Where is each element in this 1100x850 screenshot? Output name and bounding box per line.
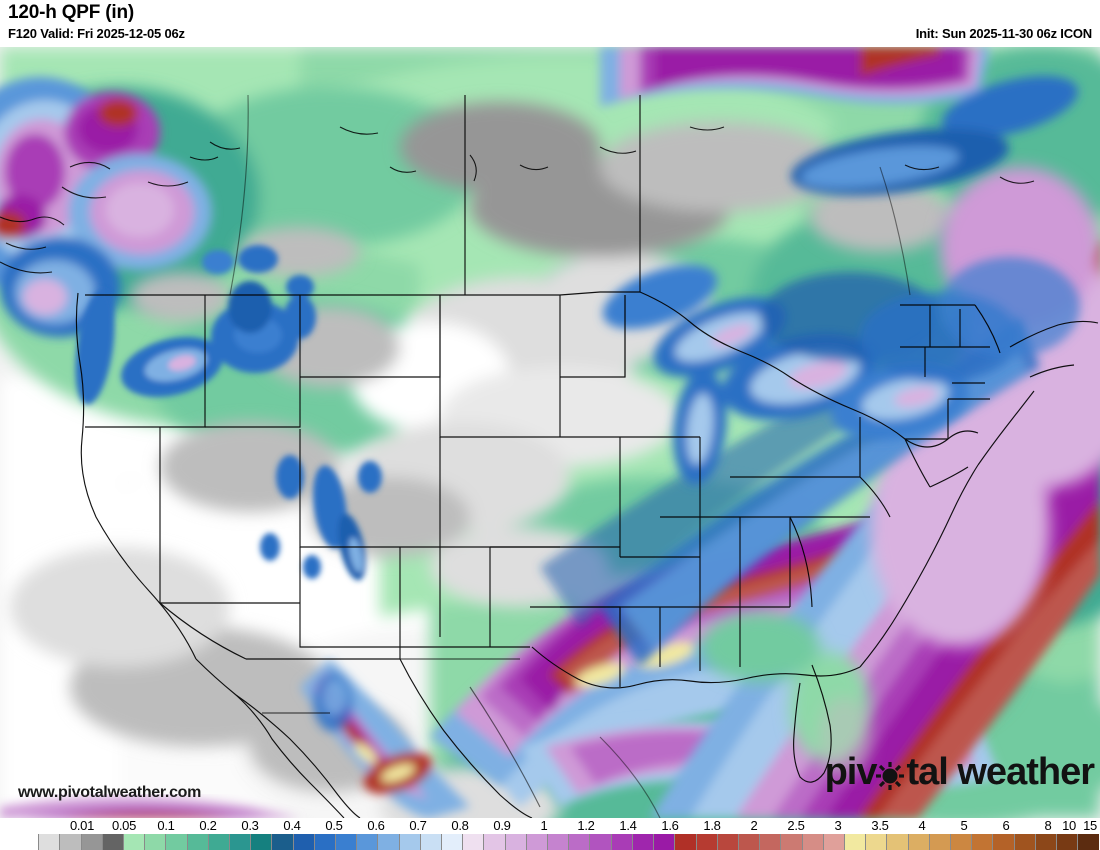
colorbar-swatch[interactable] — [187, 834, 209, 850]
colorbar-swatch[interactable] — [378, 834, 400, 850]
colorbar-swatch[interactable] — [548, 834, 570, 850]
colorbar-swatch[interactable] — [696, 834, 718, 850]
colorbar-swatch[interactable] — [654, 834, 676, 850]
colorbar-swatch[interactable] — [738, 834, 761, 850]
colorbar-swatch[interactable] — [230, 834, 252, 850]
colorbar-swatch[interactable] — [420, 834, 443, 850]
colorbar-swatch[interactable] — [950, 834, 973, 850]
colorbar-swatch[interactable] — [442, 834, 464, 850]
colorbar-tick-label: 0.5 — [325, 818, 343, 833]
colorbar-tick-label: 0.3 — [241, 818, 259, 833]
colorbar-swatch[interactable] — [823, 834, 845, 850]
colorbar-swatch[interactable] — [102, 834, 125, 850]
colorbar-swatch[interactable] — [336, 834, 358, 850]
colorbar-tick-label: 6 — [1002, 818, 1010, 833]
colorbar-swatch[interactable] — [1035, 834, 1057, 850]
colorbar-tick-label: 3.5 — [871, 818, 889, 833]
colorbar-swatch[interactable] — [124, 834, 146, 850]
colorbar-tick-label: 1.6 — [661, 818, 679, 833]
colorbar[interactable]: 0.01 0.05 0.1 0.2 0.3 0.4 0.5 0.6 0.7 0.8 0.9 1 1.2 1… — [0, 818, 1100, 850]
colorbar-tick-label: 0.9 — [493, 818, 511, 833]
colorbar-tick-label: 0.8 — [451, 818, 469, 833]
colorbar-tick-label: 1 — [540, 818, 548, 833]
colorbar-swatch[interactable] — [908, 834, 930, 850]
colorbar-swatch[interactable] — [272, 834, 294, 850]
colorbar-swatch[interactable] — [760, 834, 782, 850]
colorbar-swatch[interactable] — [1014, 834, 1036, 850]
colorbar-tick-label: 1.4 — [619, 818, 637, 833]
colorbar-swatch[interactable] — [18, 834, 40, 850]
colorbar-swatch[interactable] — [314, 834, 337, 850]
political-borders — [75, 94, 1099, 818]
colorbar-tick-label: 2.5 — [787, 818, 805, 833]
colorbar-swatch[interactable] — [39, 834, 61, 850]
colorbar-tick-label: 2 — [750, 818, 758, 833]
page-title: 120-h QPF (in) — [8, 2, 134, 23]
colorbar-tick-label: 8 — [1044, 818, 1052, 833]
colorbar-tick-label: 3 — [834, 818, 842, 833]
colorbar-swatch[interactable] — [1078, 834, 1100, 850]
valid-time-label: F120 Valid: Fri 2025-12-05 06z — [8, 26, 185, 41]
colorbar-swatch[interactable] — [929, 834, 951, 850]
colorbar-tick-label: 0.2 — [199, 818, 217, 833]
colorbar-swatch[interactable] — [887, 834, 909, 850]
colorbar-tick-label: 0.01 — [69, 818, 95, 833]
colorbar-swatch[interactable] — [1056, 834, 1079, 850]
map-header: 120-h QPF (in) F120 Valid: Fri 2025-12-0… — [0, 0, 1100, 47]
colorbar-tick-label: 5 — [960, 818, 968, 833]
colorbar-tick-label: 0.6 — [367, 818, 385, 833]
colorbar-swatch[interactable] — [60, 834, 82, 850]
colorbar-tick-label: 0.1 — [157, 818, 175, 833]
colorbar-swatch[interactable] — [993, 834, 1015, 850]
colorbar-swatch[interactable] — [526, 834, 549, 850]
colorbar-tick-label: 4 — [918, 818, 926, 833]
colorbar-swatch[interactable] — [484, 834, 506, 850]
colorbar-swatch[interactable] — [632, 834, 655, 850]
colorbar-swatch[interactable] — [972, 834, 994, 850]
qpf-field-svg — [0, 47, 1100, 818]
colorbar-swatch[interactable] — [81, 834, 103, 850]
colorbar-tick-label: 1.2 — [577, 818, 595, 833]
precipitation-map[interactable]: www.pivotalweather.com piv — [0, 47, 1100, 818]
colorbar-tick-label: 1.8 — [703, 818, 721, 833]
colorbar-tick-labels: 0.01 0.05 0.1 0.2 0.3 0.4 0.5 0.6 0.7 0.8 0.9 1 1.2 1… — [0, 818, 1100, 834]
colorbar-swatch[interactable] — [717, 834, 739, 850]
colorbar-swatch[interactable] — [781, 834, 803, 850]
colorbar-swatch[interactable] — [844, 834, 867, 850]
colorbar-tick-label: 0.05 — [111, 818, 137, 833]
colorbar-tick-label: 10 — [1062, 818, 1076, 833]
colorbar-swatch[interactable] — [802, 834, 824, 850]
colorbar-swatch[interactable] — [208, 834, 231, 850]
colorbar-swatch[interactable] — [166, 834, 188, 850]
colorbar-swatch[interactable] — [569, 834, 591, 850]
colorbar-swatch[interactable] — [251, 834, 273, 850]
colorbar-swatches[interactable] — [0, 834, 1100, 850]
init-time-label: Init: Sun 2025-11-30 06z ICON — [915, 26, 1092, 41]
colorbar-swatch[interactable] — [611, 834, 633, 850]
colorbar-left-margin — [0, 834, 18, 850]
colorbar-swatch[interactable] — [675, 834, 697, 850]
colorbar-swatch[interactable] — [590, 834, 612, 850]
colorbar-swatch[interactable] — [293, 834, 315, 850]
colorbar-swatch[interactable] — [357, 834, 379, 850]
colorbar-swatch[interactable] — [505, 834, 527, 850]
colorbar-swatch[interactable] — [399, 834, 421, 850]
colorbar-swatch[interactable] — [463, 834, 485, 850]
colorbar-tick-label: 15 — [1083, 818, 1097, 833]
colorbar-tick-label: 0.7 — [409, 818, 427, 833]
colorbar-swatch[interactable] — [866, 834, 888, 850]
colorbar-tick-label: 0.4 — [283, 818, 301, 833]
colorbar-swatch[interactable] — [145, 834, 167, 850]
